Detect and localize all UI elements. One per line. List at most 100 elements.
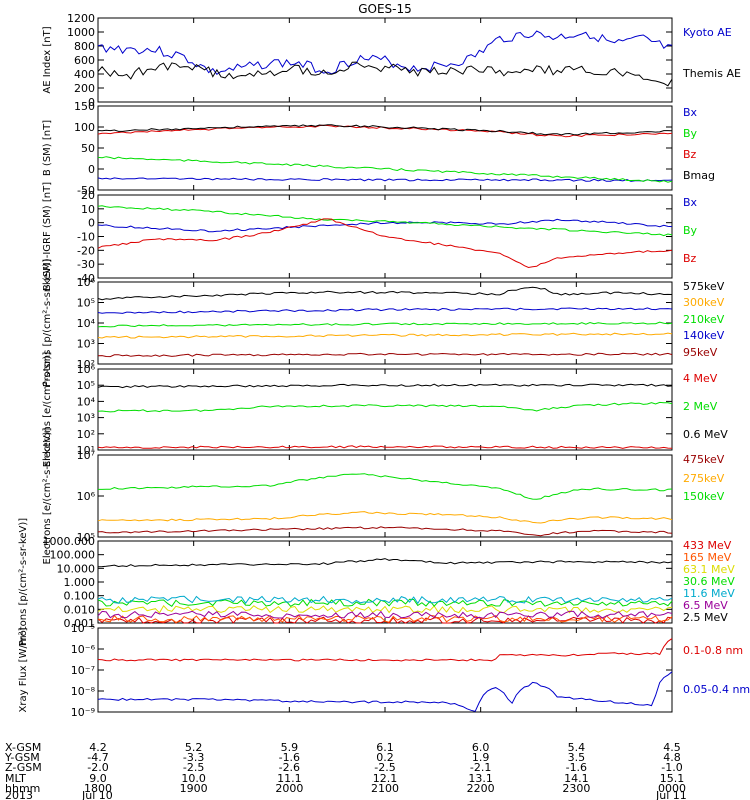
x-axis-row-label: Y-GSM xyxy=(4,751,40,764)
legend-entry: 140keV xyxy=(683,329,725,342)
x-axis-value: 13.1 xyxy=(468,772,493,785)
x-axis-value: -1.6 xyxy=(566,761,587,774)
y-axis-label: B (SM)-IGRF (SM) [nT] xyxy=(42,182,53,291)
series-line xyxy=(97,595,673,605)
y-tick-label: 10² xyxy=(77,428,95,441)
x-axis-value: 2200 xyxy=(467,782,495,795)
y-tick-label: 10⁴ xyxy=(77,395,96,408)
panel-frame xyxy=(97,540,673,624)
legend-entry: Bx xyxy=(683,106,698,119)
y-tick-label: 600 xyxy=(74,54,95,67)
y-tick-label: 150 xyxy=(74,100,95,113)
x-axis-row-label: Z-GSM xyxy=(5,761,42,774)
y-axis-label: Protons [p/(cm²-s-sr-keV)] xyxy=(42,259,53,387)
legend-entry: 275keV xyxy=(683,472,725,485)
legend-entry: 475keV xyxy=(683,453,725,466)
series-line xyxy=(97,638,673,662)
x-axis-row-label: X-GSM xyxy=(5,741,41,754)
legend-entry: 4 MeV xyxy=(683,372,718,385)
y-axis-label: Electrons [e/(cm²-s-sr-keV)] xyxy=(42,427,53,564)
x-axis-value: 4.5 xyxy=(663,741,681,754)
x-axis-value: 15.1 xyxy=(660,772,685,785)
x-axis-value: -4.7 xyxy=(87,751,108,764)
series-line xyxy=(97,526,673,537)
legend-entry: 95keV xyxy=(683,346,718,359)
y-tick-label: -40 xyxy=(77,272,95,285)
x-axis-value: 9.0 xyxy=(89,772,107,785)
x-axis-value: -2.1 xyxy=(470,761,491,774)
x-axis-value: 1900 xyxy=(180,782,208,795)
y-tick-label: 10⁻⁸ xyxy=(71,685,96,698)
y-tick-label: 10³ xyxy=(77,338,95,351)
legend-entry: 63.1 MeV xyxy=(683,563,735,576)
y-tick-label: 100.000 xyxy=(50,549,96,562)
x-axis-row-label: 2013 xyxy=(5,789,33,800)
y-tick-label: 0 xyxy=(88,217,95,230)
x-axis-row-label: hhmm xyxy=(5,782,40,795)
panel-frame xyxy=(97,454,673,538)
series-line xyxy=(97,177,673,182)
series-line xyxy=(97,218,673,233)
legend-entry: 300keV xyxy=(683,296,725,309)
y-tick-label: 0 xyxy=(88,163,95,176)
legend-entry: Bz xyxy=(683,252,697,265)
y-tick-label: 800 xyxy=(74,40,95,53)
x-axis-value: 4.8 xyxy=(663,751,681,764)
series-line xyxy=(97,383,673,389)
y-tick-label: -50 xyxy=(77,184,95,197)
x-axis-value: 4.2 xyxy=(89,741,107,754)
legend-entry: Kyoto AE xyxy=(683,26,732,39)
y-axis-label: B (SM) [nT] xyxy=(42,120,53,176)
y-tick-label: 10⁻⁹ xyxy=(71,706,95,719)
legend-entry: Bz xyxy=(683,148,697,161)
x-axis-value: 0000 xyxy=(658,782,686,795)
legend-entry: 210keV xyxy=(683,313,725,326)
panel-7: 1000.000100.00010.0001.0000.1000.0100.00… xyxy=(18,518,735,646)
panel-5: 10⁶ 10⁵ 10⁴ 10³ 10² 10¹ Electrons [e/(cm²-s-sr… xyxy=(42,352,728,468)
x-axis-value: 2000 xyxy=(275,782,303,795)
panel-4: 10⁶ 10⁵ 10⁴ 10³ 10² Protons [p/(cm²-s-sr-keV)… xyxy=(42,259,725,387)
y-tick-label: 0.010 xyxy=(64,603,96,616)
y-tick-label: 10⁵ xyxy=(77,531,95,544)
series-line xyxy=(97,511,673,524)
series-line xyxy=(97,352,673,358)
y-tick-label: 10⁻⁷ xyxy=(71,664,95,677)
legend-entry: 2.5 MeV xyxy=(683,611,728,624)
x-axis-value: -2.0 xyxy=(87,761,108,774)
legend-entry: By xyxy=(683,127,698,140)
y-tick-label: 10⁷ xyxy=(77,449,95,462)
x-axis-value: 14.1 xyxy=(564,772,589,785)
y-tick-label: 0.001 xyxy=(64,617,96,630)
y-tick-label: 10⁶ xyxy=(77,490,96,503)
y-tick-label: 1000 xyxy=(67,26,95,39)
legend-entry: 0.05-0.4 nm xyxy=(683,683,750,696)
y-tick-label: 10¹ xyxy=(77,444,95,457)
y-tick-label: 10⁶ xyxy=(77,276,96,289)
x-axis-value: 6.0 xyxy=(472,741,490,754)
y-tick-label: 100 xyxy=(74,121,95,134)
x-axis-row-label: MLT xyxy=(5,772,26,785)
x-axis-value: -2.5 xyxy=(374,761,395,774)
y-tick-label: 10.000 xyxy=(57,562,96,575)
legend-entry: 150keV xyxy=(683,490,725,503)
x-axis-value: -3.3 xyxy=(183,751,204,764)
x-axis-value: Jul 11 xyxy=(655,789,687,800)
legend-entry: 6.5 MeV xyxy=(683,599,728,612)
x-axis-value: 1.9 xyxy=(472,751,490,764)
y-tick-label: 1.000 xyxy=(64,576,96,589)
legend-entry: Bmag xyxy=(683,169,715,182)
legend-entry: 165 MeV xyxy=(683,551,732,564)
x-axis-value: 2100 xyxy=(371,782,399,795)
series-line xyxy=(97,598,673,607)
legend-entry: Themis AE xyxy=(682,67,741,80)
series-line xyxy=(97,218,673,269)
y-tick-label: -30 xyxy=(77,258,95,271)
legend-entry: 2 MeV xyxy=(683,400,718,413)
y-tick-label: 0.100 xyxy=(64,590,96,603)
y-axis-label: Xray Flux [W/m²] xyxy=(18,627,29,712)
legend-entry: 0.1-0.8 nm xyxy=(683,644,743,657)
legend-entry: 11.6 MeV xyxy=(683,587,735,600)
x-axis-value: 0.2 xyxy=(376,751,394,764)
series-line xyxy=(97,321,673,328)
